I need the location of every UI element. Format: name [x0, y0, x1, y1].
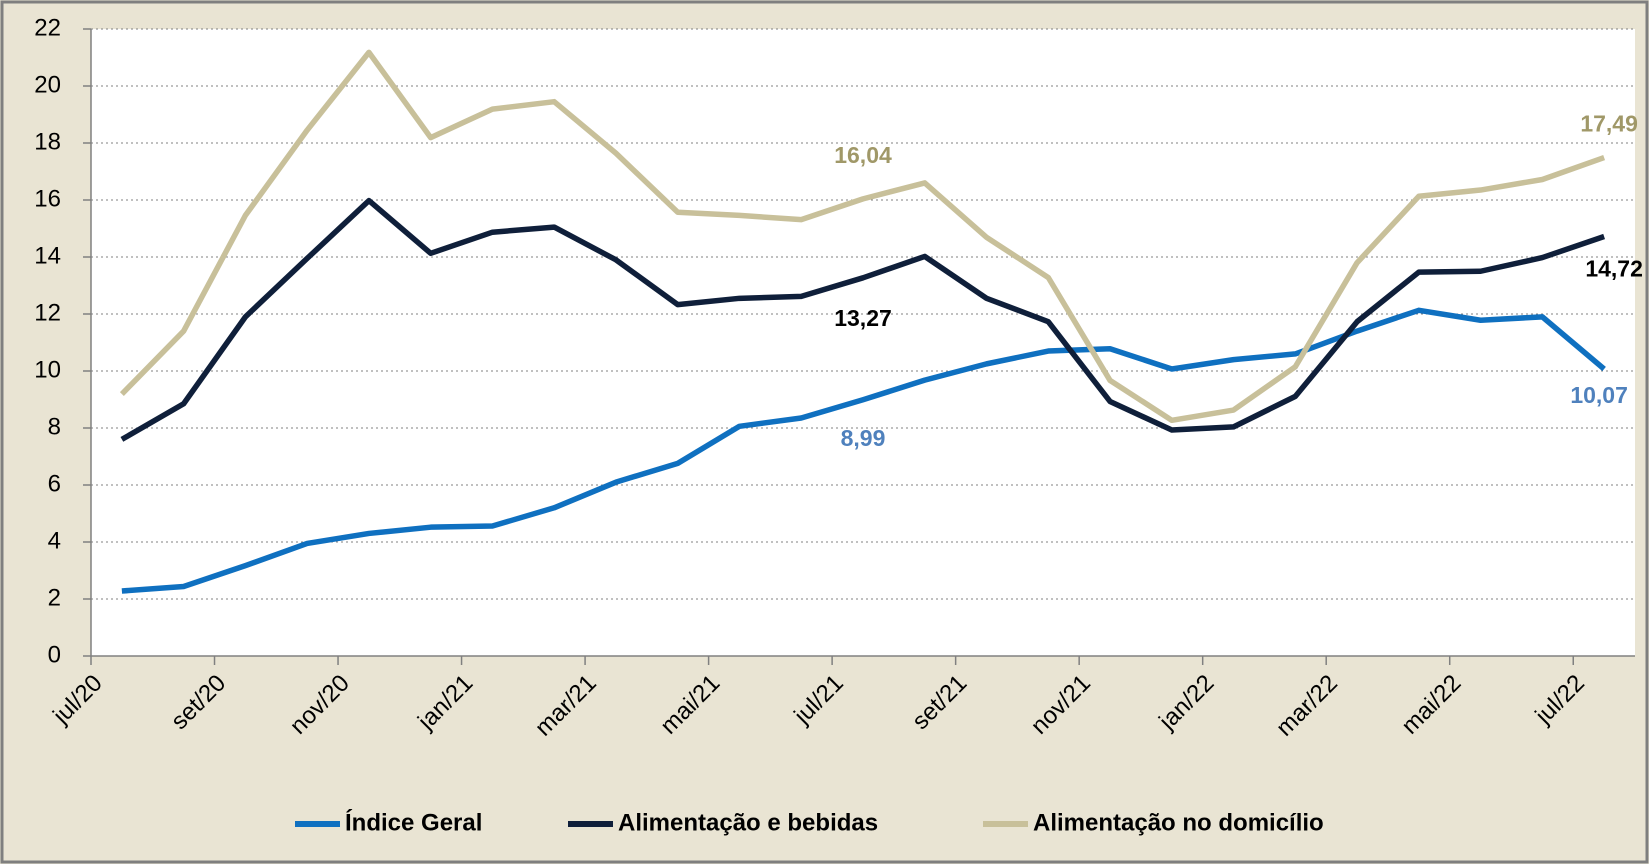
y-tick-label: 2 — [48, 584, 61, 611]
value-label: 16,04 — [834, 142, 892, 168]
y-tick-label: 10 — [34, 356, 61, 383]
y-tick-label: 8 — [48, 413, 61, 440]
series-line — [119, 49, 1606, 424]
y-tick-label: 0 — [48, 641, 61, 668]
y-tick-label: 18 — [34, 128, 61, 155]
y-tick-label: 22 — [34, 14, 61, 41]
y-tick-label: 6 — [48, 470, 61, 497]
legend-label: Índice Geral — [345, 808, 482, 836]
plot-area — [91, 29, 1635, 656]
value-label: 14,72 — [1585, 256, 1643, 282]
y-tick-label: 12 — [34, 299, 61, 326]
y-tick-label: 4 — [48, 527, 61, 554]
series-line — [120, 197, 1606, 442]
value-label: 8,99 — [841, 425, 886, 451]
y-tick-label: 14 — [34, 242, 61, 269]
legend-label: Alimentação e bebidas — [618, 809, 878, 836]
value-label: 10,07 — [1570, 382, 1628, 408]
series-line — [121, 307, 1606, 594]
value-label: 13,27 — [834, 305, 892, 331]
legend-label: Alimentação no domicílio — [1033, 809, 1324, 836]
y-tick-label: 16 — [34, 185, 61, 212]
y-tick-label: 20 — [34, 71, 61, 98]
value-label: 17,49 — [1580, 111, 1638, 137]
